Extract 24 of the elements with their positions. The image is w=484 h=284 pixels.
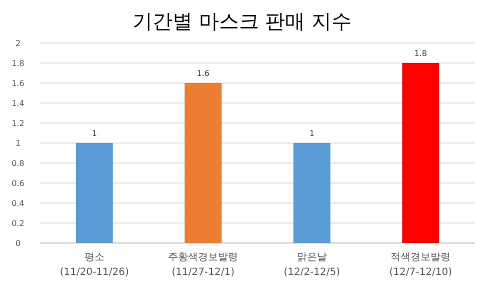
chart-title: 기간별 마스크 판매 지수 xyxy=(132,9,352,33)
data-label: 1 xyxy=(309,129,314,138)
y-tick-label: 0 xyxy=(15,239,21,248)
y-tick-label: 1 xyxy=(15,139,21,148)
x-tick-label: 평소 (11/20-11/26) xyxy=(60,252,129,278)
y-tick-label: 1.6 xyxy=(12,79,24,88)
y-tick-label: 1.4 xyxy=(12,99,24,108)
data-label: 1 xyxy=(92,129,97,138)
bar xyxy=(184,83,222,243)
data-label: 1.8 xyxy=(414,49,427,58)
data-label: 1.6 xyxy=(196,69,210,78)
y-tick-label: 1.8 xyxy=(12,59,24,68)
y-tick-label: 0.6 xyxy=(12,179,24,188)
y-tick-label: 0.4 xyxy=(12,199,24,208)
bar xyxy=(402,63,440,243)
x-tick-label: 주황색경보발령 (11/27-12/1) xyxy=(168,252,238,278)
y-tick-label: 0.8 xyxy=(12,159,24,168)
y-tick-label: 2 xyxy=(15,39,21,48)
y-tick-label: 1.2 xyxy=(12,119,24,128)
x-tick-label: 적색경보발령 (12/7-12/10) xyxy=(389,252,452,278)
y-tick-label: 0.2 xyxy=(12,219,24,228)
bar xyxy=(76,143,113,243)
x-tick-label: 맑은날 (12/2-12/5) xyxy=(284,252,340,278)
bar xyxy=(293,143,330,243)
